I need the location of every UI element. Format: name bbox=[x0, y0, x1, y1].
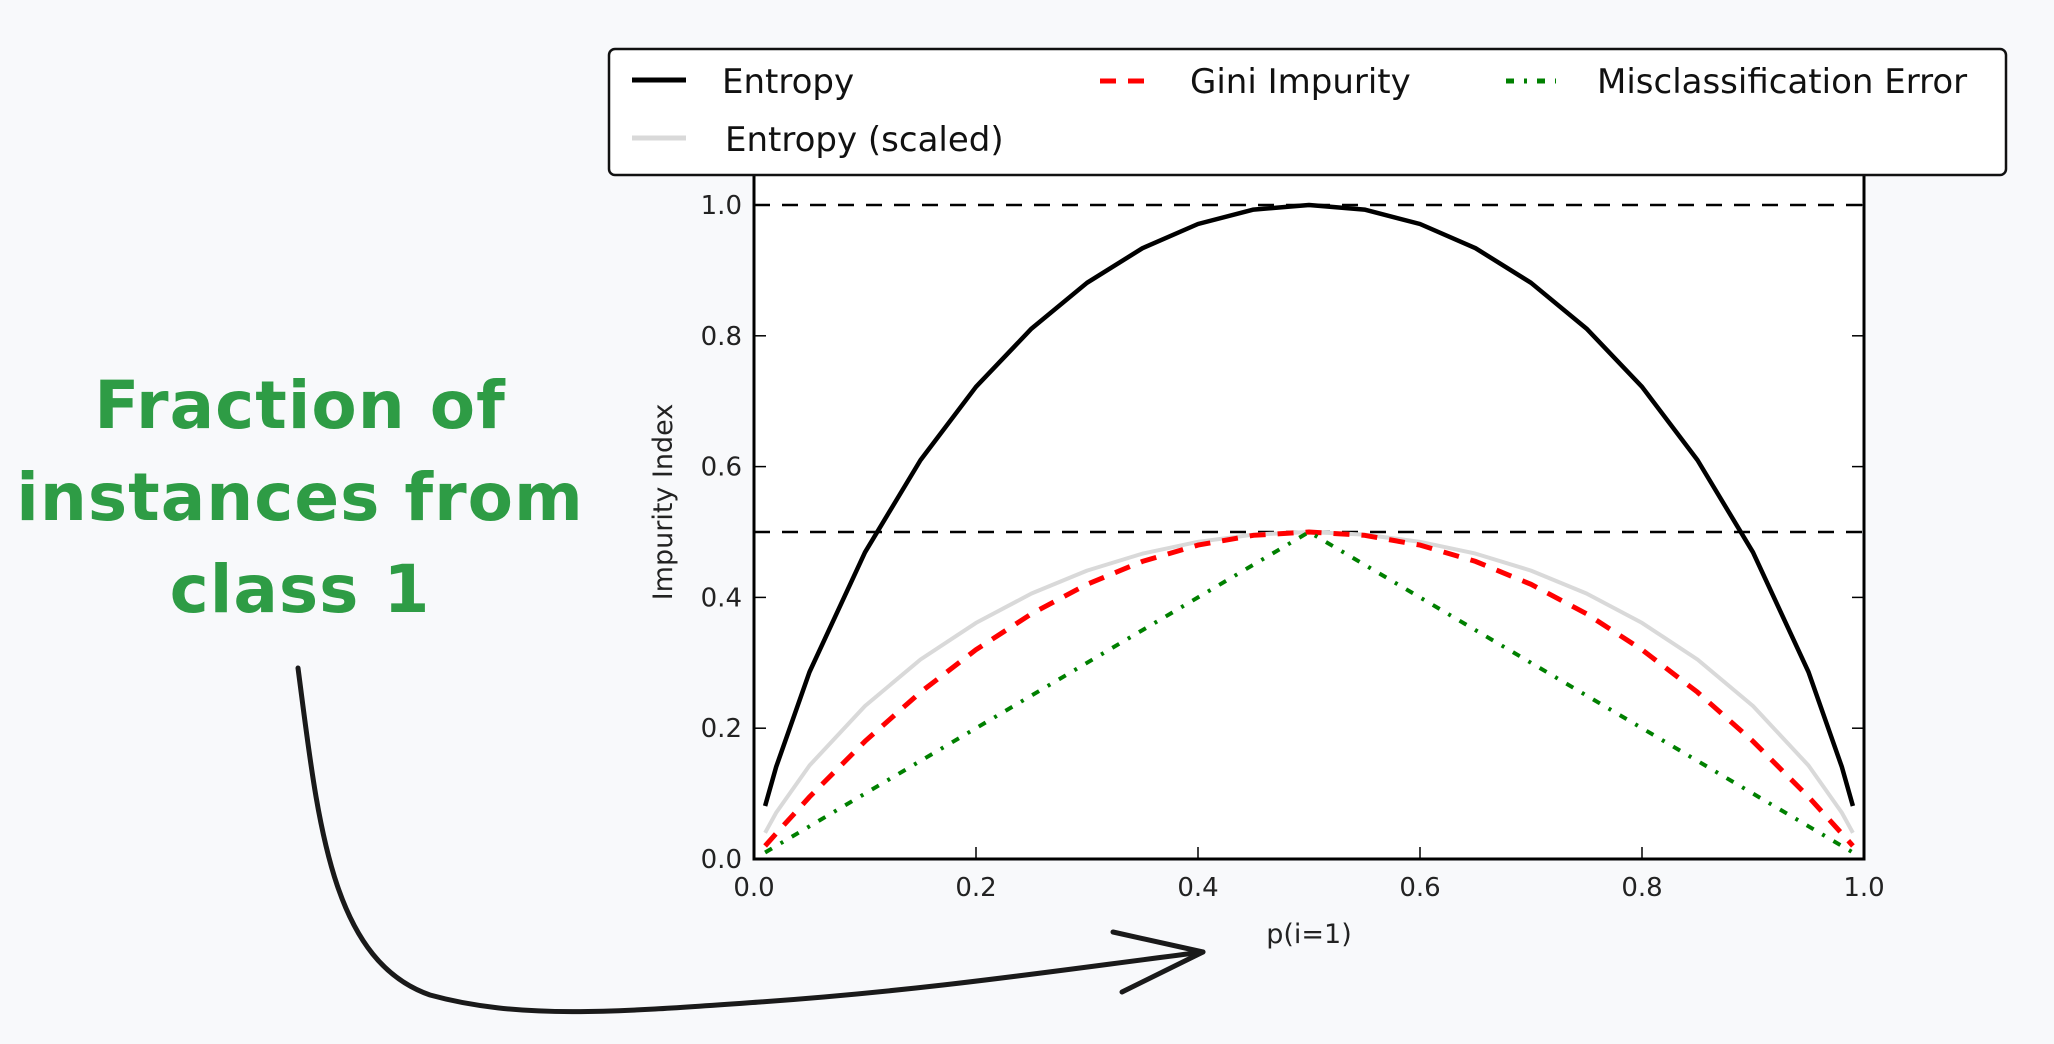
y-tick-label: 0.0 bbox=[701, 845, 742, 875]
axis-ticks: 0.0 0.2 0.4 0.6 0.8 1.0 0.0 0.2 0.4 0.6 0.8 1.0 bbox=[701, 160, 1885, 903]
legend-entropy-label: Entropy bbox=[722, 62, 854, 102]
x-tick-label: 1.0 bbox=[1843, 873, 1884, 903]
x-axis-label: p(i=1) bbox=[1266, 919, 1352, 950]
y-tick-label: 0.8 bbox=[701, 322, 742, 352]
legend-misclass-label: Misclassification Error bbox=[1597, 62, 1967, 102]
series-gini-impurity bbox=[763, 529, 1855, 848]
arrow-icon bbox=[295, 665, 1206, 1015]
annotation-line-3: class 1 bbox=[169, 551, 431, 628]
annotation-line-2: instances from bbox=[16, 459, 584, 536]
y-tick-label: 1.0 bbox=[701, 191, 742, 221]
plot-area bbox=[754, 160, 1864, 859]
series-layer bbox=[762, 202, 1856, 855]
series-misclassification-error bbox=[764, 529, 1854, 855]
y-axis-label: Impurity Index bbox=[648, 404, 679, 601]
legend: Entropy Gini Impurity Misclassification … bbox=[607, 47, 2008, 177]
arrowhead-icon bbox=[1110, 929, 1206, 995]
annotation-line-1: Fraction of bbox=[94, 367, 506, 444]
y-tick-label: 0.2 bbox=[701, 714, 742, 744]
x-tick-label: 0.4 bbox=[1177, 873, 1218, 903]
y-tick-label: 0.6 bbox=[701, 453, 742, 483]
x-tick-label: 0.2 bbox=[955, 873, 996, 903]
x-tick-label: 0.0 bbox=[733, 873, 774, 903]
legend-gini-label: Gini Impurity bbox=[1190, 62, 1411, 102]
legend-box bbox=[607, 47, 2008, 177]
y-tick-label: 0.4 bbox=[701, 583, 742, 613]
x-tick-label: 0.6 bbox=[1399, 873, 1440, 903]
series-entropy bbox=[762, 202, 1856, 807]
legend-entropy-scaled-label: Entropy (scaled) bbox=[725, 120, 1004, 160]
x-tick-label: 0.8 bbox=[1621, 873, 1662, 903]
